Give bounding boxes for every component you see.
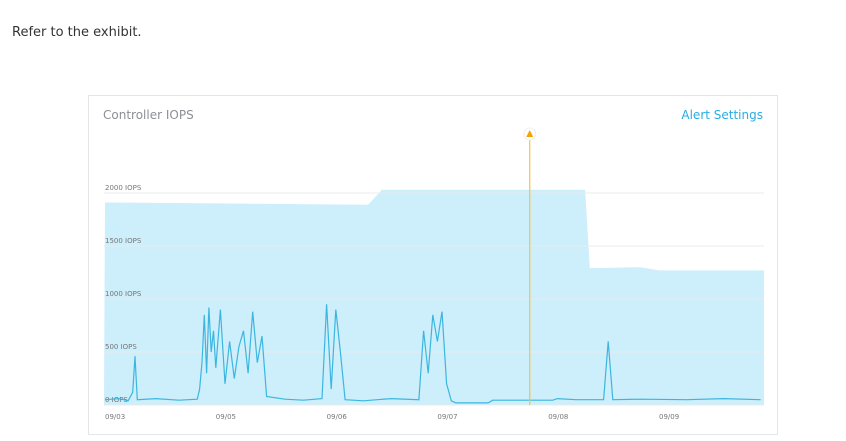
- x-tick-label: 09/03: [105, 413, 125, 421]
- y-tick-label: 0 IOPS: [105, 396, 128, 404]
- x-tick-label: 09/06: [327, 413, 348, 421]
- x-tick-label: 09/08: [548, 413, 568, 421]
- x-tick-label: 09/05: [216, 413, 236, 421]
- y-tick-label: 1000 IOPS: [105, 290, 142, 298]
- iops-chart: 0 IOPS 500 IOPS 1000 IOPS 1500 IOPS 2000 IOP…: [104, 127, 764, 421]
- warning-triangle-icon: [526, 130, 534, 137]
- controller-iops-card: 0 IOPS 500 IOPS 1000 IOPS 1500 IOPS 2000 IOP…: [88, 95, 778, 435]
- exhibit-prompt: Refer to the exhibit.: [12, 25, 142, 40]
- x-tick-label: 09/09: [659, 413, 679, 421]
- y-tick-label: 2000 IOPS: [105, 184, 142, 192]
- y-tick-label: 500 IOPS: [105, 343, 137, 351]
- capacity-area: [104, 189, 764, 405]
- chart-title: Controller IOPS: [103, 108, 194, 122]
- x-tick-label: 09/07: [437, 413, 457, 421]
- y-tick-label: 1500 IOPS: [105, 237, 142, 245]
- iops-line: [104, 304, 761, 404]
- alert-settings-link[interactable]: Alert Settings: [681, 108, 763, 122]
